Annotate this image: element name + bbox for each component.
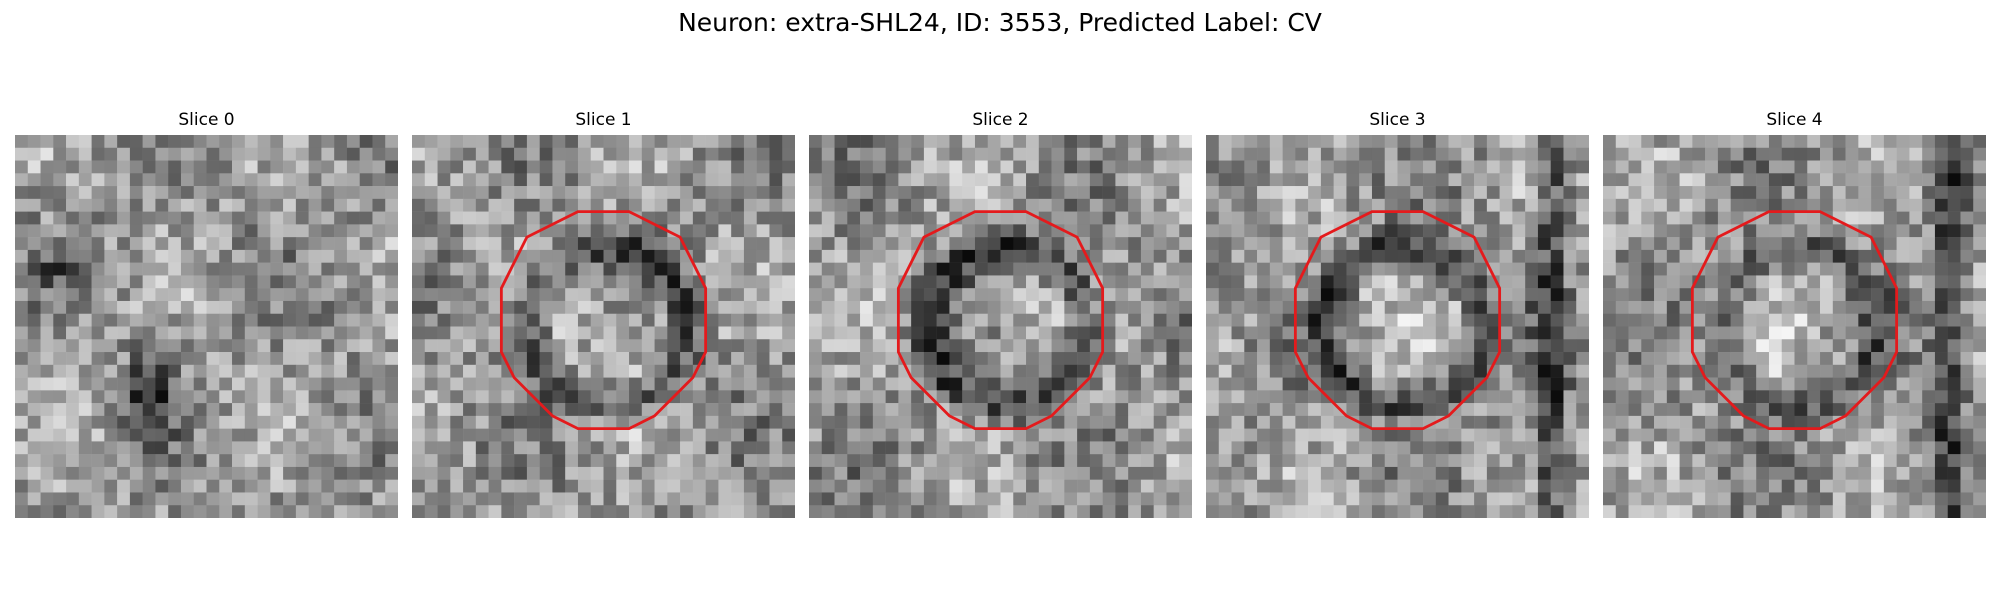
- roi-outline: [1293, 210, 1502, 431]
- slice-title: Slice 4: [1766, 110, 1823, 130]
- figure-title: Neuron: extra-SHL24, ID: 3553, Predicted…: [678, 8, 1322, 37]
- slice-image-svg: [412, 135, 795, 518]
- slice-image: [1603, 135, 1986, 518]
- slice-image: [809, 135, 1192, 518]
- slice-image-svg: [1206, 135, 1589, 518]
- slice-image: [1206, 135, 1589, 518]
- roi-outline: [1690, 210, 1899, 431]
- slice-title: Slice 0: [178, 110, 235, 130]
- slice-title: Slice 1: [575, 110, 632, 130]
- roi-outline: [499, 210, 708, 431]
- slice-image-svg: [1603, 135, 1986, 518]
- slice-title: Slice 3: [1369, 110, 1426, 130]
- roi-outline: [896, 210, 1105, 431]
- slice-image-svg: [809, 135, 1192, 518]
- slice-image: [15, 135, 398, 518]
- slice-image: [412, 135, 795, 518]
- slice-image-svg: [15, 135, 398, 518]
- slice-title: Slice 2: [972, 110, 1029, 130]
